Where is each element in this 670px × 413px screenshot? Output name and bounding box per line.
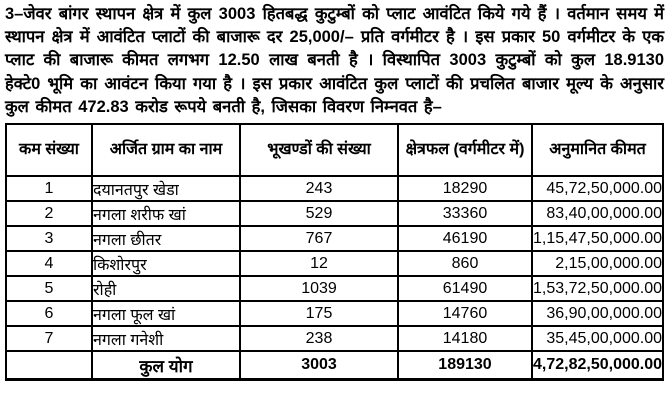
cell-plots: 12 xyxy=(239,250,399,278)
cell-plots: 243 xyxy=(239,175,399,203)
cell-plots: 529 xyxy=(239,200,399,228)
cell-price: 83,40,00,000.00 xyxy=(531,200,664,228)
cell-serial: 6 xyxy=(5,300,93,328)
header-plot-count: भूखण्डों की संख्या xyxy=(239,123,399,178)
cell-village: नगला शरीफ खां xyxy=(91,200,241,228)
table-row: 6 नगला फूल खां 175 14760 36,90,00,000.00 xyxy=(5,300,664,328)
cell-price: 2,15,00,000.00 xyxy=(531,250,664,278)
cell-serial: 4 xyxy=(5,250,93,278)
cell-plots: 1039 xyxy=(239,275,399,303)
table-row: 7 नगला गनेशी 238 14180 35,45,00,000.00 xyxy=(5,325,664,353)
cell-plots: 175 xyxy=(239,300,399,328)
allotment-table: कम संख्या अर्जित ग्राम का नाम भूखण्डों क… xyxy=(5,123,664,381)
cell-village: दयानतपुर खेडा xyxy=(91,175,241,203)
total-area: 189130 xyxy=(397,350,533,381)
cell-serial: 3 xyxy=(5,225,93,253)
cell-plots: 238 xyxy=(239,325,399,353)
cell-serial: 1 xyxy=(5,175,93,203)
cell-village: रोही xyxy=(91,275,241,303)
cell-village: नगला गनेशी xyxy=(91,325,241,353)
cell-village: नगला फूल खां xyxy=(91,300,241,328)
header-area: क्षेत्रफल (वर्गमीटर में) xyxy=(397,123,533,178)
cell-serial: 2 xyxy=(5,200,93,228)
cell-price: 35,45,00,000.00 xyxy=(531,325,664,353)
cell-area: 61490 xyxy=(397,275,533,303)
header-village-name: अर्जित ग्राम का नाम xyxy=(91,123,241,178)
header-serial-number: कम संख्या xyxy=(5,123,93,178)
cell-plots: 767 xyxy=(239,225,399,253)
table-row: 3 नगला छीतर 767 46190 1,15,47,50,000.00 xyxy=(5,225,664,253)
cell-area: 46190 xyxy=(397,225,533,253)
table-row: 1 दयानतपुर खेडा 243 18290 45,72,50,000.0… xyxy=(5,175,664,203)
table-row: 4 किशोरपुर 12 860 2,15,00,000.00 xyxy=(5,250,664,278)
table-row: 5 रोही 1039 61490 1,53,72,50,000.00 xyxy=(5,275,664,303)
cell-serial: 5 xyxy=(5,275,93,303)
cell-area: 18290 xyxy=(397,175,533,203)
cell-price: 1,15,47,50,000.00 xyxy=(531,225,664,253)
cell-area: 33360 xyxy=(397,200,533,228)
table-row: 2 नगला शरीफ खां 529 33360 83,40,00,000.0… xyxy=(5,200,664,228)
cell-village: किशोरपुर xyxy=(91,250,241,278)
intro-paragraph: 3–जेवर बांगर स्थापन क्षेत्र में कुल 3003… xyxy=(5,5,664,116)
cell-area: 14760 xyxy=(397,300,533,328)
total-plots: 3003 xyxy=(239,350,399,381)
total-serial-empty xyxy=(5,350,93,381)
cell-village: नगला छीतर xyxy=(91,225,241,253)
table-header-row: कम संख्या अर्जित ग्राम का नाम भूखण्डों क… xyxy=(5,123,664,178)
total-label: कुल योग xyxy=(91,350,241,381)
header-estimated-price: अनुमानित कीमत xyxy=(531,123,664,178)
table-total-row: कुल योग 3003 189130 4,72,82,50,000.00 xyxy=(5,350,664,381)
total-price: 4,72,82,50,000.00 xyxy=(531,350,664,381)
cell-area: 14180 xyxy=(397,325,533,353)
cell-price: 1,53,72,50,000.00 xyxy=(531,275,664,303)
cell-serial: 7 xyxy=(5,325,93,353)
cell-price: 45,72,50,000.00 xyxy=(531,175,664,203)
cell-price: 36,90,00,000.00 xyxy=(531,300,664,328)
cell-area: 860 xyxy=(397,250,533,278)
